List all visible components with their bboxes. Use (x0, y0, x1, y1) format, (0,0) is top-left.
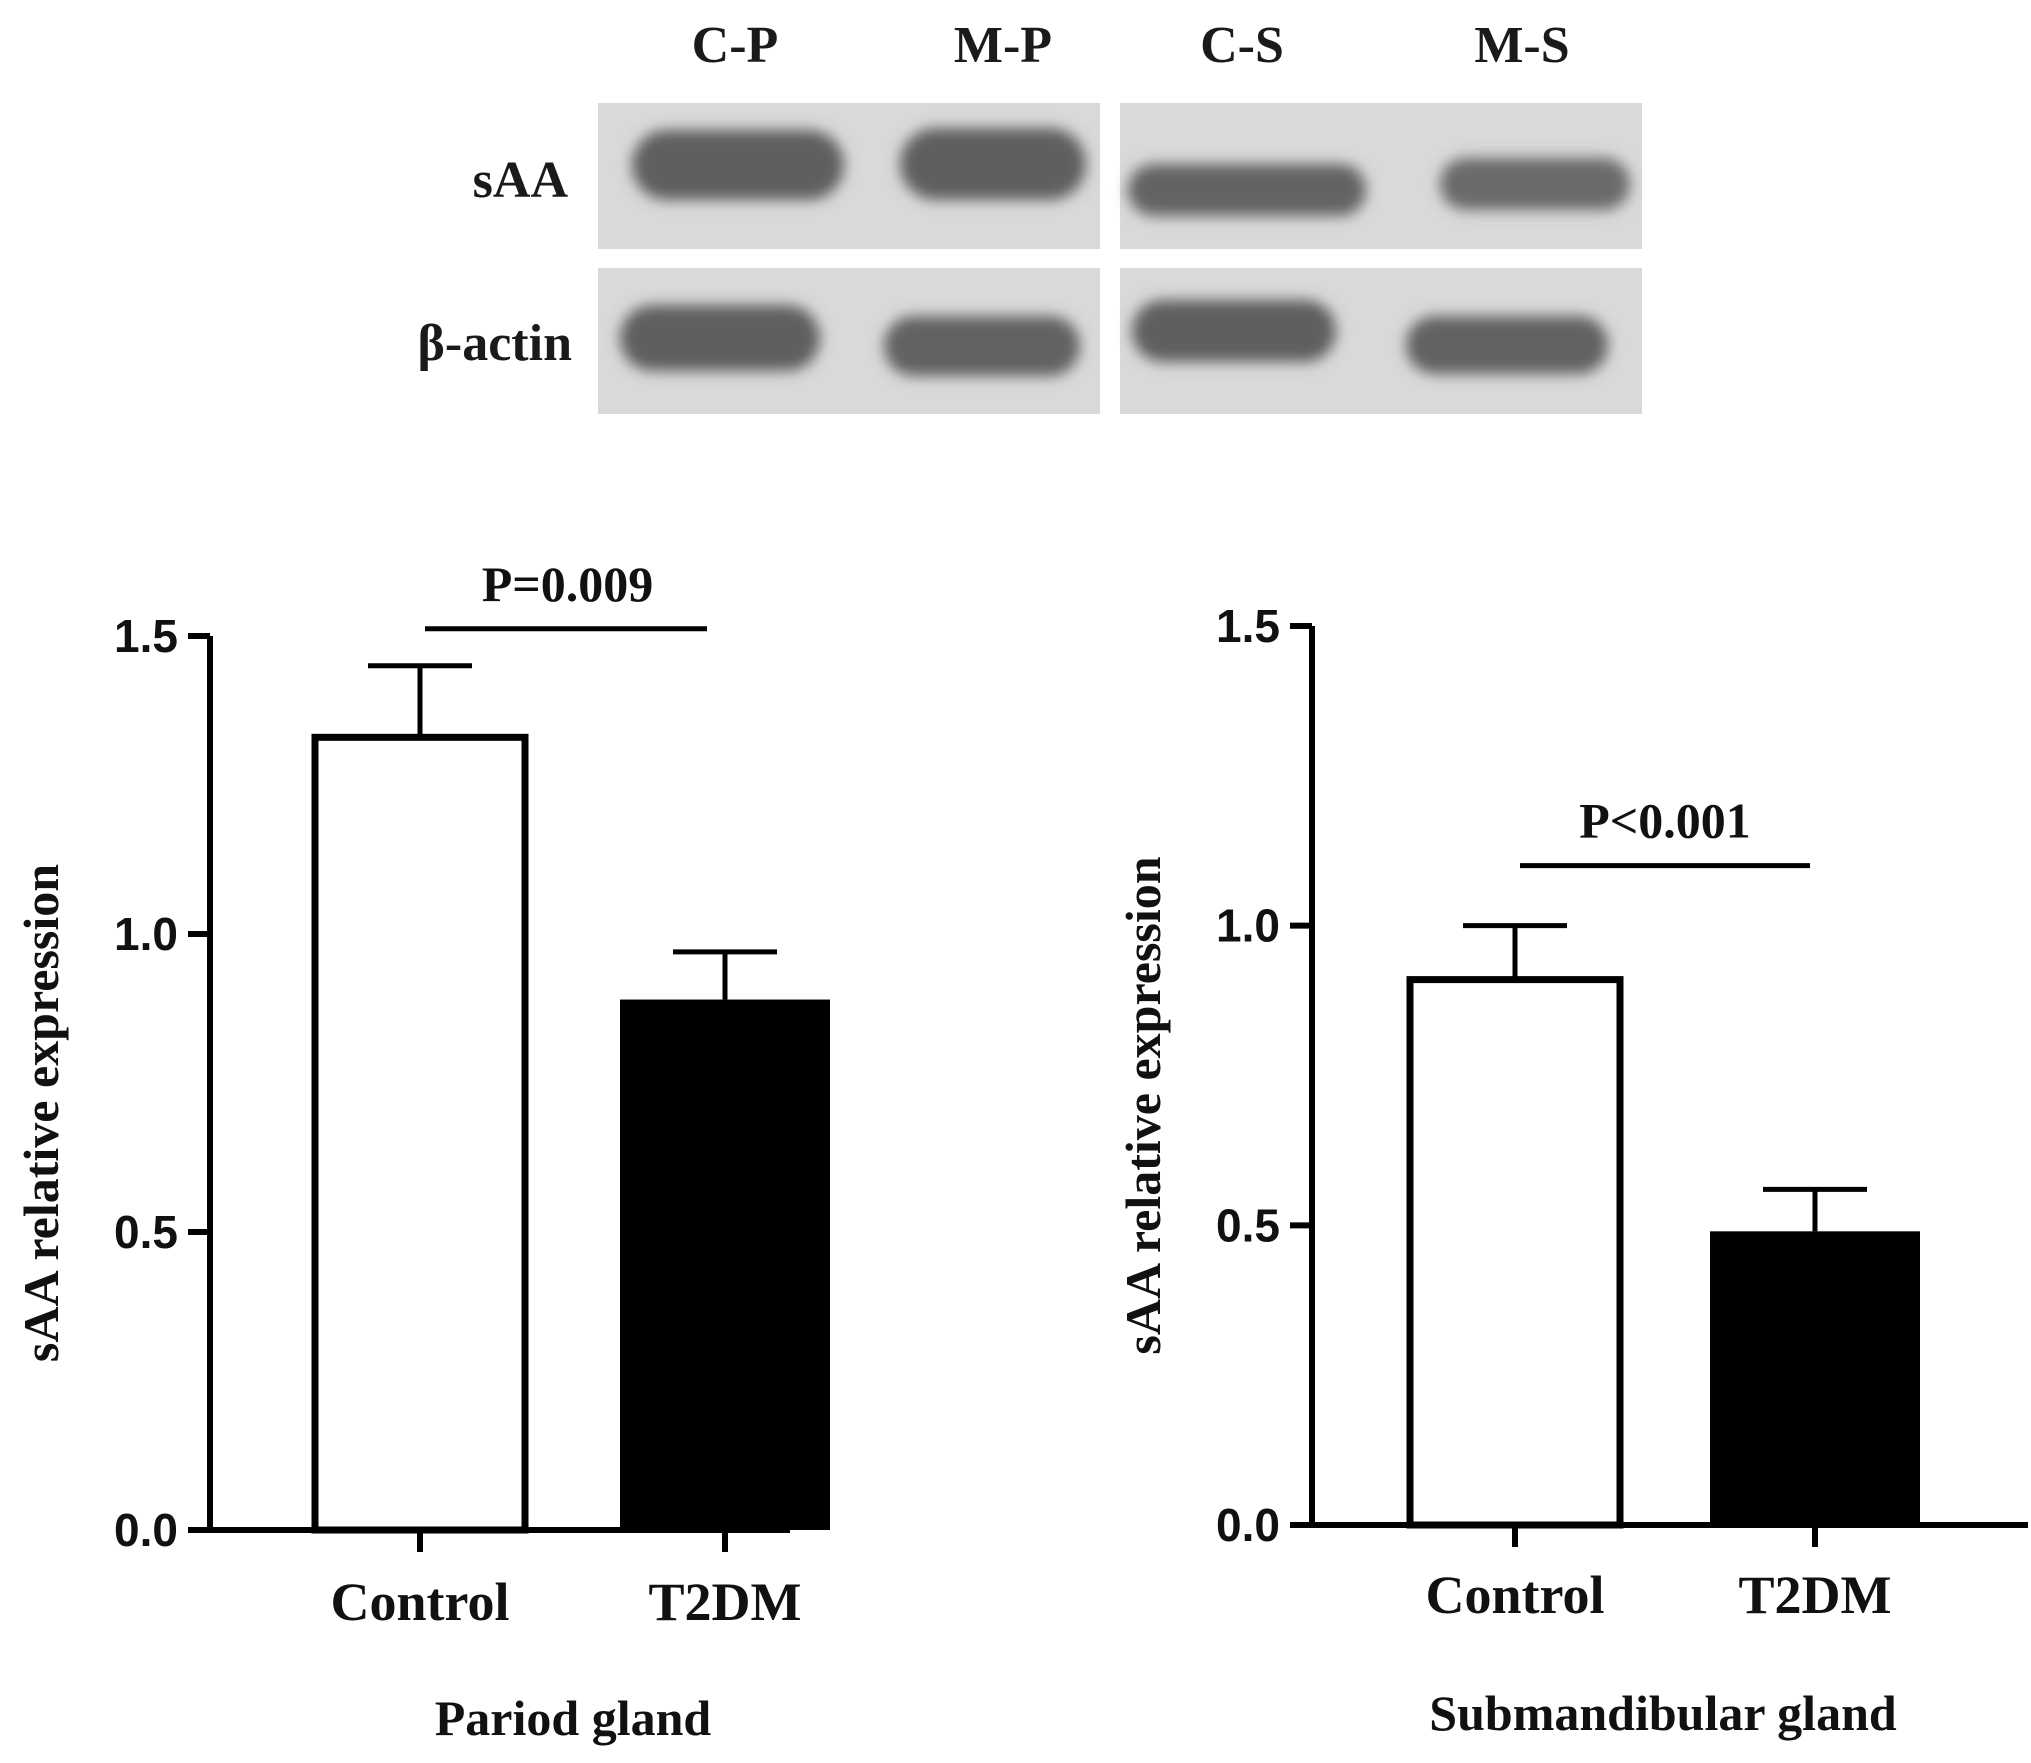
y-tick-label: 0.5 (1216, 1199, 1280, 1251)
lane-label-c-s: C-S (1200, 17, 1284, 74)
lane-label-m-p: M-P (954, 17, 1052, 74)
band-actin-m-p (884, 316, 1080, 376)
row-label-beta-actin: β-actin (418, 315, 573, 372)
western-blot: C-P M-P C-S M-S sAA β-actin (418, 17, 1642, 414)
y-tick-label: 1.5 (114, 610, 178, 662)
lane-label-c-p: C-P (692, 17, 779, 74)
band-actin-c-p (620, 305, 820, 371)
band-saa-c-s (1128, 164, 1366, 216)
band-saa-m-s (1440, 158, 1630, 210)
y-tick-label: 0.0 (1216, 1499, 1280, 1551)
lane-label-m-s: M-S (1474, 17, 1569, 74)
bar-control (311, 733, 529, 1534)
y-tick-label: 1.5 (1216, 600, 1280, 652)
x-category-label: T2DM (1739, 1565, 1892, 1625)
x-category-label: Control (1425, 1565, 1604, 1625)
x-axis-title: Pariod gland (435, 1690, 712, 1746)
bar-t2dm (620, 999, 830, 1530)
bar-chart-parotid: 0.0 0.5 1.0 1.5 sAA relative expression Contr… (13, 556, 830, 1746)
y-tick-label: 1.0 (1216, 900, 1280, 952)
y-axis-title: sAA relative expression (13, 864, 69, 1362)
y-tick-label: 0.0 (114, 1504, 178, 1556)
row-label-saa: sAA (473, 152, 569, 209)
y-tick-label: 0.5 (114, 1206, 178, 1258)
x-category-label: T2DM (649, 1572, 802, 1632)
bar-control (1406, 976, 1624, 1529)
bar-t2dm (1710, 1231, 1920, 1525)
band-actin-m-s (1406, 316, 1608, 374)
band-saa-c-p (632, 130, 844, 200)
p-value-annotation: P<0.001 (1579, 793, 1751, 849)
x-axis-title: Submandibular gland (1429, 1685, 1897, 1741)
x-category-label: Control (330, 1572, 509, 1632)
y-axis-title: sAA relative expression (1115, 856, 1171, 1354)
band-actin-c-s (1132, 300, 1336, 362)
y-tick-label: 1.0 (114, 908, 178, 960)
p-value-annotation: P=0.009 (482, 556, 654, 612)
bar-chart-submandibular: 0.0 0.5 1.0 1.5 sAA relative expression Contr… (1115, 600, 2028, 1741)
band-saa-m-p (900, 128, 1086, 200)
